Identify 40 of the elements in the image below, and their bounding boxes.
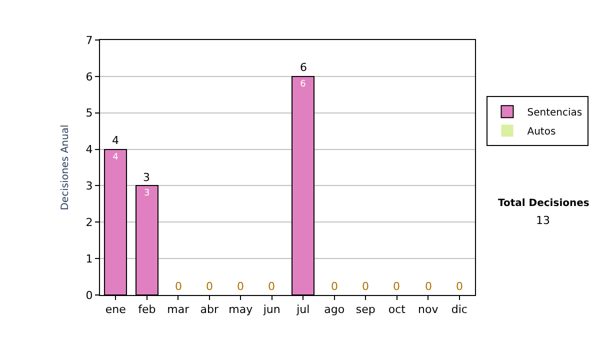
text: Total Decisiones: [498, 198, 590, 209]
total-label: 0: [362, 280, 369, 293]
data-label: 6: [300, 79, 306, 90]
x-tick-label: ene: [105, 303, 126, 316]
total-label: 4: [112, 134, 119, 147]
y-tick-label: 2: [86, 216, 93, 229]
legend-label: Sentencias: [527, 108, 582, 118]
y-tick-label: 6: [86, 70, 93, 84]
x-tick-label: feb: [138, 303, 156, 316]
x-tick-label: ago: [324, 303, 345, 316]
x-tick-label: jul: [296, 303, 310, 316]
total-label: 0: [206, 280, 213, 293]
legend-label: Autos: [527, 126, 556, 138]
data-label: 3: [144, 188, 150, 199]
x-tick-label: may: [228, 303, 254, 316]
text: 13: [536, 214, 550, 227]
total-label: 0: [393, 280, 400, 293]
y-tick-label: 3: [86, 180, 93, 193]
total-label: 0: [425, 280, 432, 293]
total-label: 0: [331, 280, 338, 293]
data-label: 4: [112, 152, 119, 162]
total-label: 0: [237, 280, 244, 293]
x-tick-label: sep: [356, 303, 376, 316]
y-axis-title: Decisiones Anual: [60, 124, 71, 210]
y-tick-label: 5: [86, 106, 93, 120]
x-tick-label: dic: [451, 303, 468, 316]
x-tick-label: jun: [262, 303, 280, 316]
y-tick-label: 0: [86, 288, 93, 302]
x-tick-label: abr: [200, 303, 219, 316]
x-tick-label: nov: [418, 303, 439, 316]
y-tick-label: 4: [86, 143, 93, 156]
total-label: 0: [175, 280, 182, 293]
total-label: 3: [143, 171, 150, 184]
x-tick-label: mar: [167, 303, 190, 316]
x-tick-label: oct: [388, 303, 406, 316]
y-tick-label: 7: [86, 34, 93, 47]
y-tick-label: 1: [86, 252, 93, 266]
total-label: 6: [300, 61, 307, 74]
total-label: 0: [268, 280, 275, 293]
total-label: 0: [456, 280, 463, 293]
